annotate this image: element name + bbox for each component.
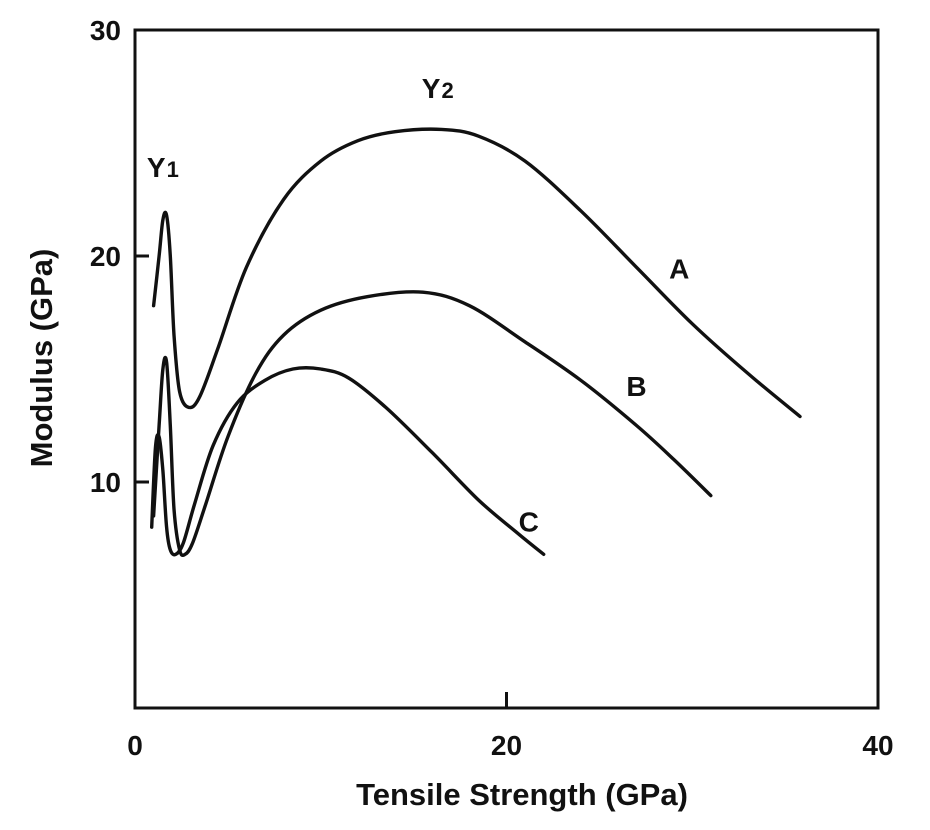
x-axis-title: Tensile Strength (GPa) [356, 777, 688, 812]
y-tick-label: 30 [90, 15, 121, 46]
x-tick-label: 40 [862, 730, 893, 761]
series-line-b [151, 290, 713, 558]
series-line-c [150, 366, 546, 557]
plot-frame [133, 28, 880, 710]
annotation-c: C [519, 507, 539, 538]
annotation-y1: Y1 [147, 152, 179, 183]
series-line-a [151, 127, 802, 419]
annotation-a: A [669, 254, 689, 285]
y-tick-label: 10 [90, 467, 121, 498]
annotation-y2: Y2 [422, 73, 454, 104]
y-axis-title: Modulus (GPa) [24, 249, 59, 468]
x-tick-label: 20 [491, 730, 522, 761]
curves [150, 127, 802, 558]
x-tick-label: 0 [127, 730, 143, 761]
y-axis-ticks: 10 20 30 [90, 15, 149, 498]
annotation-b: B [626, 371, 646, 402]
y-tick-label: 20 [90, 241, 121, 272]
x-axis-ticks: 0 20 40 [127, 692, 894, 761]
curve-annotations: A B C Y1 Y2 [147, 73, 689, 538]
